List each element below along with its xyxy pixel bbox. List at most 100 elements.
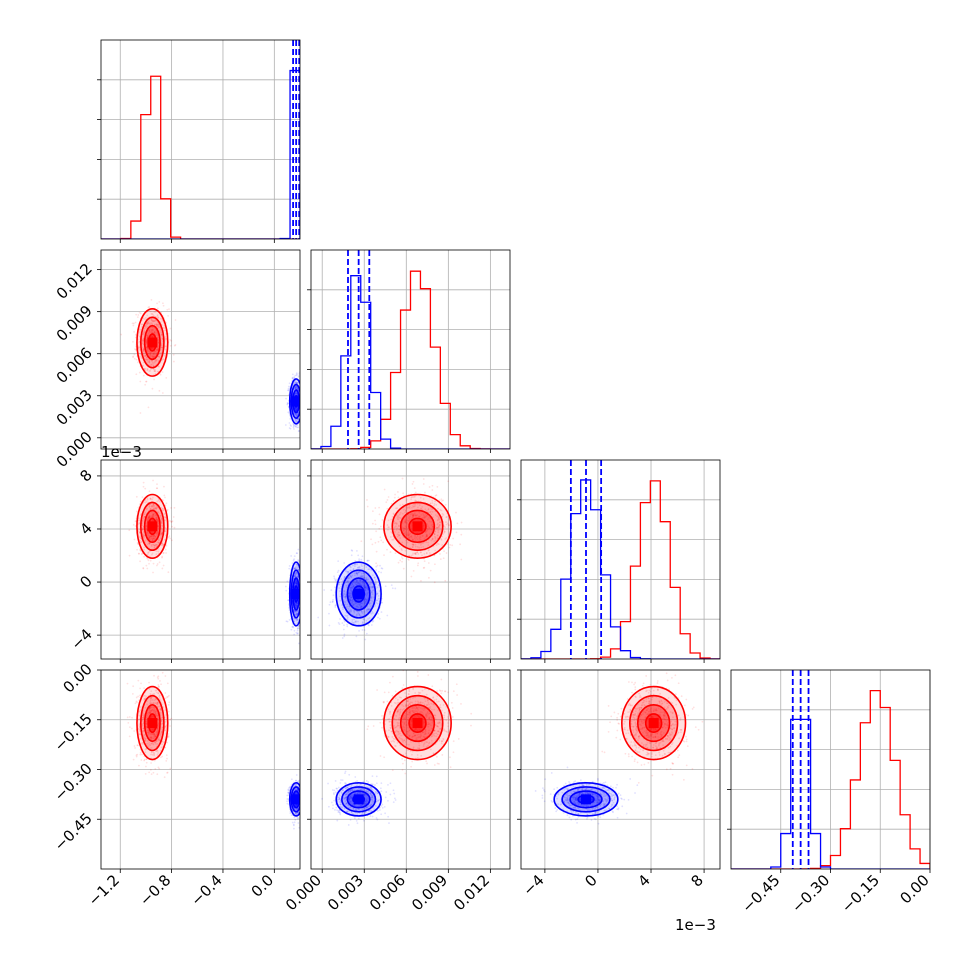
scatter-point-1-0-0-541 bbox=[156, 325, 159, 327]
scatter-point-2-1-1-509 bbox=[350, 584, 352, 587]
scatter-point-1-0-1-71 bbox=[291, 373, 294, 376]
scatter-point-2-1-1-225 bbox=[380, 567, 383, 570]
scatter-point-2-1-1-468 bbox=[359, 579, 362, 582]
scatter-point-2-0-0-682 bbox=[153, 547, 156, 549]
scatter-point-2-1-0-223 bbox=[404, 525, 407, 528]
scatter-point-2-1-0-22 bbox=[420, 513, 423, 516]
scatter-point-1-0-0-87 bbox=[131, 322, 134, 325]
scatter-point-3-0-0-348 bbox=[164, 720, 167, 723]
scatter-point-3-0-0-265 bbox=[142, 716, 145, 718]
scatter-point-2-1-1-421 bbox=[350, 554, 353, 557]
scatter-point-3-0-0-467 bbox=[144, 706, 147, 709]
scatter-point-1-0-1-571 bbox=[294, 385, 297, 388]
scatter-point-2-1-1-429 bbox=[337, 560, 340, 563]
scatter-point-2-1-0-93 bbox=[444, 579, 447, 582]
scatter-point-2-0-0-71 bbox=[160, 533, 163, 536]
scatter-point-2-1-0-68 bbox=[443, 530, 446, 533]
scatter-point-2-1-0-548 bbox=[429, 503, 432, 505]
scatter-point-1-0-0-682 bbox=[150, 328, 153, 331]
scatter-point-2-1-1-238 bbox=[348, 605, 351, 608]
scatter-point-2-0-0-77 bbox=[149, 535, 152, 538]
scatter-point-2-0-1-581 bbox=[295, 575, 297, 578]
scatter-point-2-0-0-219 bbox=[164, 496, 166, 499]
scatter-point-2-1-1-534 bbox=[361, 565, 363, 568]
scatter-point-2-0-1-69 bbox=[300, 624, 302, 626]
scatter-point-2-0-1-249 bbox=[296, 603, 298, 606]
scatter-point-1-0-1-509 bbox=[296, 387, 299, 390]
scatter-point-2-0-0-107 bbox=[148, 490, 151, 493]
scatter-point-3-0-0-162 bbox=[159, 736, 162, 738]
scatter-point-1-0-0-31 bbox=[151, 319, 153, 322]
scatter-point-2-0-1-407 bbox=[295, 583, 298, 586]
scatter-point-2-1-0-419 bbox=[415, 553, 417, 555]
scatter-point-1-0-0-154 bbox=[145, 327, 147, 329]
scatter-point-2-0-0-171 bbox=[156, 518, 159, 521]
scatter-point-1-0-0-584 bbox=[146, 322, 149, 325]
scatter-point-2-0-1-472 bbox=[301, 610, 303, 612]
scatter-point-2-1-1-58 bbox=[352, 585, 355, 588]
scatter-point-3-0-0-230 bbox=[145, 720, 148, 723]
scatter-point-2-1-0-579 bbox=[419, 515, 422, 518]
scatter-point-1-0-0-516 bbox=[152, 320, 155, 323]
scatter-point-2-0-1-644 bbox=[295, 567, 298, 570]
scatter-point-2-1-0-268 bbox=[406, 519, 409, 522]
scatter-point-3-0-0-418 bbox=[150, 735, 153, 738]
scatter-point-3-0-0-335 bbox=[154, 735, 157, 738]
scatter-point-2-1-1-279 bbox=[358, 565, 361, 568]
scatter-point-3-0-0-233 bbox=[149, 709, 151, 712]
scatter-point-1-0-0-185 bbox=[145, 341, 148, 344]
scatter-point-2-1-1-252 bbox=[361, 580, 364, 583]
scatter-point-2-1-0-371 bbox=[430, 524, 433, 526]
scatter-point-1-0-0-506 bbox=[148, 329, 150, 332]
scatter-point-3-0-0-584 bbox=[150, 736, 153, 739]
scatter-point-2-0-0-435 bbox=[148, 517, 150, 520]
scatter-point-2-1-1-282 bbox=[364, 586, 367, 588]
scatter-point-2-1-0-288 bbox=[413, 487, 416, 490]
scatter-point-1-0-0-581 bbox=[145, 358, 147, 361]
scatter-point-2-0-0-273 bbox=[157, 527, 160, 530]
scatter-point-2-1-1-689 bbox=[368, 583, 371, 586]
scatter-point-2-1-0-139 bbox=[423, 537, 426, 540]
scatter-point-1-0-1-194 bbox=[287, 411, 290, 414]
scatter-point-2-1-1-39 bbox=[355, 579, 358, 582]
scatter-point-2-1-0-506 bbox=[411, 505, 414, 507]
scatter-point-1-0-0-512 bbox=[141, 339, 144, 342]
scatter-point-2-1-0-497 bbox=[433, 503, 436, 505]
scatter-point-2-1-0-562 bbox=[407, 531, 410, 534]
scatter-point-1-0-0-105 bbox=[159, 348, 162, 351]
scatter-point-2-1-0-441 bbox=[436, 526, 439, 529]
scatter-point-2-1-1-269 bbox=[334, 579, 337, 582]
scatter-point-1-0-1-586 bbox=[293, 413, 296, 416]
scatter-point-2-1-1-374 bbox=[370, 591, 373, 594]
scatter-point-2-0-0-457 bbox=[159, 515, 162, 518]
scatter-point-3-0-0-451 bbox=[150, 753, 152, 756]
scatter-point-2-0-0-270 bbox=[156, 543, 159, 546]
scatter-point-2-0-0-291 bbox=[164, 516, 167, 519]
scatter-point-2-1-1-337 bbox=[343, 590, 346, 593]
scatter-point-1-0-0-316 bbox=[155, 359, 157, 361]
scatter-point-2-0-0-639 bbox=[138, 519, 141, 522]
scatter-point-2-1-0-558 bbox=[415, 536, 418, 539]
scatter-point-2-1-0-687 bbox=[414, 539, 417, 542]
scatter-point-3-0-0-24 bbox=[130, 727, 133, 730]
scatter-point-3-0-0-185 bbox=[133, 730, 136, 732]
scatter-point-2-0-0-527 bbox=[145, 531, 148, 534]
scatter-point-2-1-1-3 bbox=[366, 592, 369, 595]
scatter-point-2-1-1-652 bbox=[358, 614, 361, 617]
scatter-point-2-0-1-557 bbox=[302, 602, 304, 604]
scatter-point-2-0-1-239 bbox=[302, 606, 304, 608]
scatter-point-3-0-0-51 bbox=[144, 751, 147, 754]
scatter-point-3-0-0-166 bbox=[148, 711, 151, 714]
scatter-point-2-1-0-364 bbox=[436, 522, 439, 525]
scatter-point-2-1-1-359 bbox=[370, 569, 373, 571]
scatter-point-2-1-0-276 bbox=[414, 543, 417, 546]
scatter-point-3-0-0-344 bbox=[144, 737, 147, 740]
scatter-point-2-1-0-387 bbox=[427, 508, 430, 511]
scatter-point-2-1-0-117 bbox=[405, 506, 408, 509]
scatter-point-2-1-0-336 bbox=[436, 542, 439, 545]
scatter-point-2-1-0-221 bbox=[431, 525, 434, 528]
scatter-point-3-0-0-581 bbox=[149, 736, 152, 739]
scatter-point-2-0-0-433 bbox=[157, 531, 159, 534]
scatter-point-3-0-0-112 bbox=[138, 726, 141, 729]
scatter-point-2-1-0-1 bbox=[424, 516, 426, 519]
